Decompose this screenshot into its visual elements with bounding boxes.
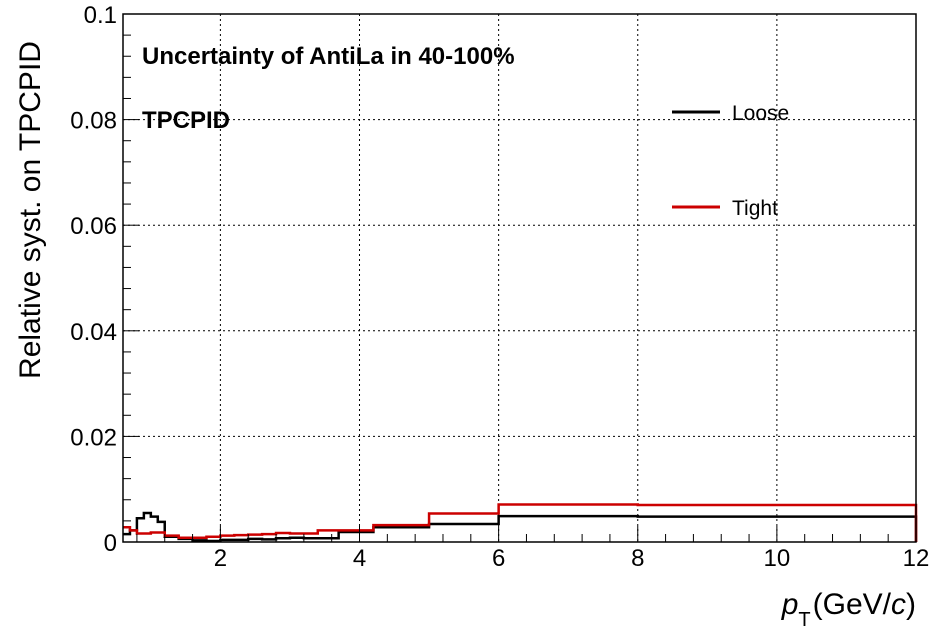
legend-label-loose: Loose xyxy=(732,102,789,125)
x-axis-title-p: p xyxy=(781,588,799,621)
plot-frame xyxy=(122,13,917,543)
axes xyxy=(122,13,917,543)
annotation-title: Uncertainty of AntiLa in 40-100% xyxy=(142,43,515,70)
y-tick-label: 0.08 xyxy=(70,108,117,135)
x-tick-label: 2 xyxy=(214,545,227,572)
y-tick-label: 0.1 xyxy=(84,2,117,29)
x-tick-label: 6 xyxy=(492,545,505,572)
x-axis-title-unit-c: c xyxy=(891,588,906,621)
y-axis-title: Relative syst. on TPCPID xyxy=(14,41,47,379)
x-tick-label: 12 xyxy=(903,545,930,572)
x-tick-label: 10 xyxy=(764,545,791,572)
series-line-loose xyxy=(123,511,918,543)
y-tick-label: 0 xyxy=(104,530,117,557)
x-axis-title-unit-post: ) xyxy=(906,588,916,621)
x-axis-title-unit-pre: (GeV/ xyxy=(813,588,892,621)
y-tick-label: 0.04 xyxy=(70,319,117,346)
legend: Loose Tight xyxy=(672,102,789,220)
x-tick-label: 8 xyxy=(631,545,644,572)
y-tick-label: 0.06 xyxy=(70,213,117,240)
grid xyxy=(123,14,916,542)
legend-label-tight: Tight xyxy=(732,197,778,220)
series-layer xyxy=(123,503,918,543)
annotation-subtitle: TPCPID xyxy=(142,107,230,134)
tick-labels: 2 4 6 8 10 12 0 0.02 0.04 0.06 0.08 0.1 xyxy=(70,2,929,572)
x-axis-title-sub: T xyxy=(798,609,810,631)
x-axis-title: pT(GeV/c) xyxy=(781,588,916,631)
series-line-tight xyxy=(123,503,918,542)
y-tick-label: 0.02 xyxy=(70,424,117,451)
x-tick-label: 4 xyxy=(353,545,366,572)
